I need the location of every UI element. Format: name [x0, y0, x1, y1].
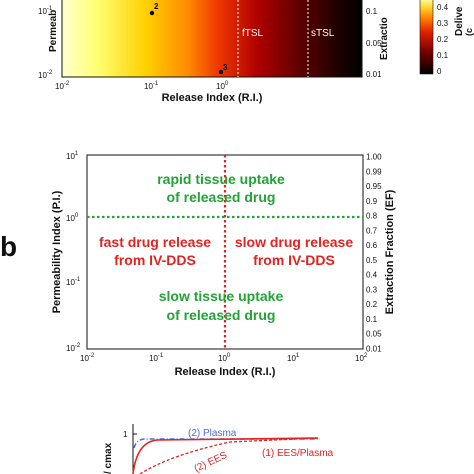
panel-b-xtick: 100	[218, 353, 231, 363]
panel-b-y2tick: 0.6	[366, 241, 378, 250]
panel-b-y2tick: 0.99	[366, 167, 382, 176]
region-rapid-uptake-line1: rapid tissue uptake	[157, 171, 285, 187]
heatmap-area	[62, 0, 362, 77]
panel-b-ytick: 101	[66, 151, 79, 161]
panel-b-xlabel: Release Index (R.I.)	[175, 366, 276, 378]
colorbar-tick: 0.3	[437, 19, 449, 28]
legend-plasma: (2) Plasma	[188, 428, 237, 439]
panel-a-xlabel: Release Index (R.I.)	[162, 92, 263, 104]
panel-b-ytick: 10-1	[66, 277, 81, 287]
panel-c: 1 / cmax (2) Plasma (1) EES/Plasma (2) E…	[103, 424, 334, 474]
panel-b-y2tick: 0.01	[366, 345, 382, 354]
panel-a-y2-ticks: 0.1 0.05 0.01	[366, 7, 382, 79]
region-slow-uptake-line1: slow tissue uptake	[159, 288, 284, 304]
panel-b-y2tick: 0.1	[366, 315, 378, 324]
region-rapid-uptake-line2: of released drug	[167, 189, 276, 205]
colorbar-tick: 0.1	[437, 51, 449, 60]
annotation-stsl: sTSL	[311, 28, 335, 39]
data-point-2-label: 2	[154, 2, 159, 11]
colorbar-sublabel: (c	[464, 28, 474, 36]
region-slow-uptake-line2: of released drug	[167, 307, 276, 323]
legend-ees: (2) EES	[193, 450, 230, 474]
panel-a-y2tick: 0.1	[366, 7, 378, 16]
panel-b-ytick: 10-2	[66, 343, 81, 353]
colorbar-ticks: 0.4 0.3 0.2 0.1 0	[437, 3, 449, 76]
panel-a-y2label: Extractio	[379, 17, 390, 60]
panel-b-y2tick: 0.2	[366, 300, 378, 309]
region-slow-release-line1: slow drug release	[235, 234, 353, 250]
panel-b-y-ticks: 101 100 10-1 10-2	[66, 151, 81, 353]
region-fast-release-line2: from IV-DDS	[114, 252, 196, 268]
colorbar-tick: 0.2	[437, 35, 449, 44]
panel-a-ytick: 10-2	[38, 70, 53, 80]
panel-a-ytick: 10-1	[38, 6, 53, 16]
region-fast-release-line1: fast drug release	[99, 234, 211, 250]
region-slow-release-line2: from IV-DDS	[253, 252, 335, 268]
panel-b-xtick: 102	[355, 353, 368, 363]
panel-b-y2tick: 0.8	[366, 212, 378, 221]
panel-b-xtick: 101	[287, 353, 300, 363]
annotation-ftsl: fTSL	[242, 28, 264, 39]
data-point-3-label: 3	[223, 63, 228, 72]
series-ees-plasma-curve	[132, 437, 319, 474]
panel-b-xtick: 10-1	[149, 353, 164, 363]
series-ees-curve	[139, 437, 319, 474]
panel-a-y2tick: 0.01	[366, 70, 382, 79]
data-point-2	[149, 10, 155, 16]
panel-b-letter: b	[0, 231, 17, 262]
panel-b-y2tick: 1.00	[366, 153, 382, 162]
panel-a-xtick: 10-2	[55, 81, 70, 91]
panel-a-y-ticks: 10-1 10-2	[38, 6, 53, 80]
panel-b-y2tick: 0.7	[366, 226, 378, 235]
panel-a-ylabel: Permeab	[48, 10, 59, 52]
panel-b-y2tick: 0.9	[366, 197, 378, 206]
panel-b-y2tick: 0.05	[366, 330, 382, 339]
panel-b-y2tick: 0.5	[366, 256, 378, 265]
panel-b-y2tick: 0.95	[366, 182, 382, 191]
panel-b-x-ticks: 10-2 10-1 100 101 102	[80, 353, 368, 363]
panel-a-y2tick: 0.05	[366, 39, 382, 48]
colorbar-label: Delive	[454, 6, 465, 36]
panel-b-y2-ticks: 1.00 0.99 0.95 0.9 0.8 0.7 0.6 0.5 0.4 0.3 0.2 0.1 0…	[366, 153, 382, 354]
panel-a-xtick: 100	[216, 81, 229, 91]
colorbar-tick: 0.4	[437, 3, 449, 12]
panel-c-ylabel: / cmax	[103, 442, 114, 474]
panel-a: fTSL sTSL 2 3 Permeab Extractio 10-1 10-…	[38, 0, 474, 104]
panel-b-xtick: 10-2	[80, 353, 95, 363]
panel-a-x-ticks: 10-2 10-1 100	[55, 81, 229, 91]
legend-ees-plasma: (1) EES/Plasma	[262, 448, 334, 459]
colorbar-tick: 0	[437, 67, 442, 76]
series-plasma-curve	[133, 438, 320, 449]
heatmap-frame	[61, 0, 363, 78]
panel-a-xtick: 10-1	[144, 81, 159, 91]
data-point-3	[218, 69, 224, 75]
panel-b-y2tick: 0.4	[366, 271, 378, 280]
panel-b-ylabel: Permeability Index (P.I.)	[51, 190, 63, 313]
panel-b-y2label: Extraction Fraction (EF)	[384, 189, 396, 314]
panel-b-y2tick: 0.3	[366, 285, 378, 294]
panel-b-ytick: 100	[66, 213, 79, 223]
panel-c-ytick-label: 1	[123, 430, 128, 439]
panel-b: b rapid tissue uptake of released drug f…	[0, 151, 396, 378]
colorbar	[419, 0, 434, 75]
